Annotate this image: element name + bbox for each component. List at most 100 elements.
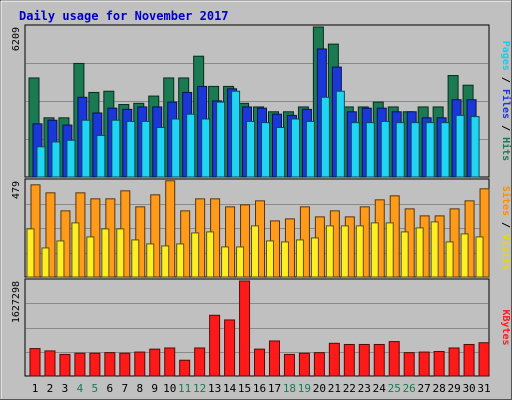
bar-pages-day-14 [231,90,241,178]
x-tick-label-day-29: 29 [447,382,460,395]
bar-visits-day-24 [370,222,379,278]
bar-visits-day-12 [191,232,200,278]
axis-label-sites: Sites [500,186,512,216]
bar-visits-day-16 [251,225,260,278]
bar-kbytes-day-30 [463,343,475,377]
bar-sites-day-14 [225,206,236,278]
bar-kbytes-day-14 [224,319,236,377]
series-visits [26,221,484,278]
x-tick-label-day-22: 22 [343,382,356,395]
bar-pages-day-6 [111,119,121,178]
axis-label-pages: Pages [500,41,511,71]
bar-kbytes-day-2 [44,350,56,377]
x-tick-label-day-24: 24 [373,382,387,395]
bar-kbytes-day-5 [89,352,101,377]
bar-visits-day-27 [415,227,424,278]
bar-kbytes-day-22 [343,343,355,377]
x-tick-label-day-2: 2 [47,382,54,395]
x-tick-label-day-8: 8 [136,382,143,395]
bar-pages-day-5 [96,134,106,178]
panel-bottom-axis-labels: KBytes [500,309,511,345]
x-tick-label-day-25: 25 [388,382,401,395]
x-tick-label-day-30: 30 [462,382,475,395]
series-kbytes [29,280,490,377]
bar-pages-day-13 [216,101,226,178]
bar-visits-day-20 [310,237,319,278]
x-tick-label-day-14: 14 [223,382,237,395]
bar-pages-day-28 [440,122,450,178]
bar-kbytes-day-6 [104,352,116,377]
bar-visits-day-28 [430,221,439,278]
bar-kbytes-day-8 [134,351,146,377]
bar-kbytes-day-12 [194,347,206,377]
x-axis-day-labels: 1 2 3 4 5 6 7 8 9 10 11 12 13 14 15 16 17 18 19 20 21 22 23 24 2… [32,382,491,395]
panel-middle: 479 Sites / Visits [11,178,512,278]
bar-visits-day-15 [236,246,245,278]
panel-bottom-max-label: 1627298 [11,281,22,323]
bar-pages-day-30 [470,116,480,178]
bar-kbytes-day-9 [149,348,161,377]
panel-middle-max-label: 479 [11,181,22,199]
bar-visits-day-6 [101,228,110,278]
bar-visits-day-18 [280,241,289,278]
bar-pages-day-7 [126,120,136,178]
bar-pages-day-26 [410,122,420,178]
bar-kbytes-day-11 [179,359,191,377]
x-tick-label-day-13: 13 [208,382,221,395]
bar-visits-day-3 [56,240,65,278]
bar-sites-day-10 [165,180,176,278]
bar-visits-day-31 [475,236,484,278]
bar-visits-day-19 [295,239,304,278]
axis-label-kbytes: KBytes [500,309,511,345]
bar-visits-day-8 [131,239,140,278]
bar-pages-day-21 [335,90,345,178]
bar-kbytes-day-7 [119,352,131,377]
bar-kbytes-day-29 [448,347,460,377]
x-tick-label-day-20: 20 [313,382,326,395]
x-tick-label-day-17: 17 [268,382,281,395]
series-sites [30,180,490,278]
bar-sites-day-9 [150,194,161,278]
bar-kbytes-day-4 [74,352,86,377]
bar-visits-day-7 [116,228,125,278]
bar-kbytes-day-1 [29,348,41,377]
x-tick-label-day-18: 18 [283,382,296,395]
x-tick-label-day-3: 3 [62,382,69,395]
bar-pages-day-3 [66,139,76,178]
bar-visits-day-9 [146,243,155,278]
bar-kbytes-day-13 [209,314,221,377]
bar-pages-day-19 [305,120,315,178]
bar-pages-day-25 [395,122,405,178]
bar-kbytes-day-18 [283,353,295,377]
x-tick-label-day-19: 19 [298,382,311,395]
bar-pages-day-12 [201,118,211,178]
x-tick-label-day-27: 27 [418,382,431,395]
bar-kbytes-day-24 [373,343,385,377]
bar-sites-day-15 [240,204,251,278]
panel-bottom: 1627298 KBytes [11,278,511,377]
bar-visits-day-26 [400,231,409,278]
x-tick-label-day-21: 21 [328,382,341,395]
bar-pages-day-23 [365,122,375,178]
bar-pages-day-29 [455,114,465,178]
bar-visits-day-2 [41,247,50,278]
bar-pages-day-22 [350,122,360,178]
bar-visits-day-25 [385,222,394,278]
bar-visits-day-11 [176,243,185,278]
bar-visits-day-1 [26,228,35,278]
bar-sites-day-2 [45,192,56,278]
bar-kbytes-day-31 [478,342,490,377]
bar-kbytes-day-3 [59,353,71,377]
bar-kbytes-day-10 [164,347,176,377]
bar-kbytes-day-19 [298,352,310,377]
axis-label-files: Files [500,89,512,119]
bar-visits-day-10 [161,245,170,278]
bar-pages-day-17 [275,126,285,178]
bar-pages-day-10 [171,118,181,178]
bar-pages-day-2 [51,141,61,178]
bar-pages-day-24 [380,120,390,178]
x-tick-label-day-6: 6 [107,382,114,395]
series-pages [36,90,480,178]
